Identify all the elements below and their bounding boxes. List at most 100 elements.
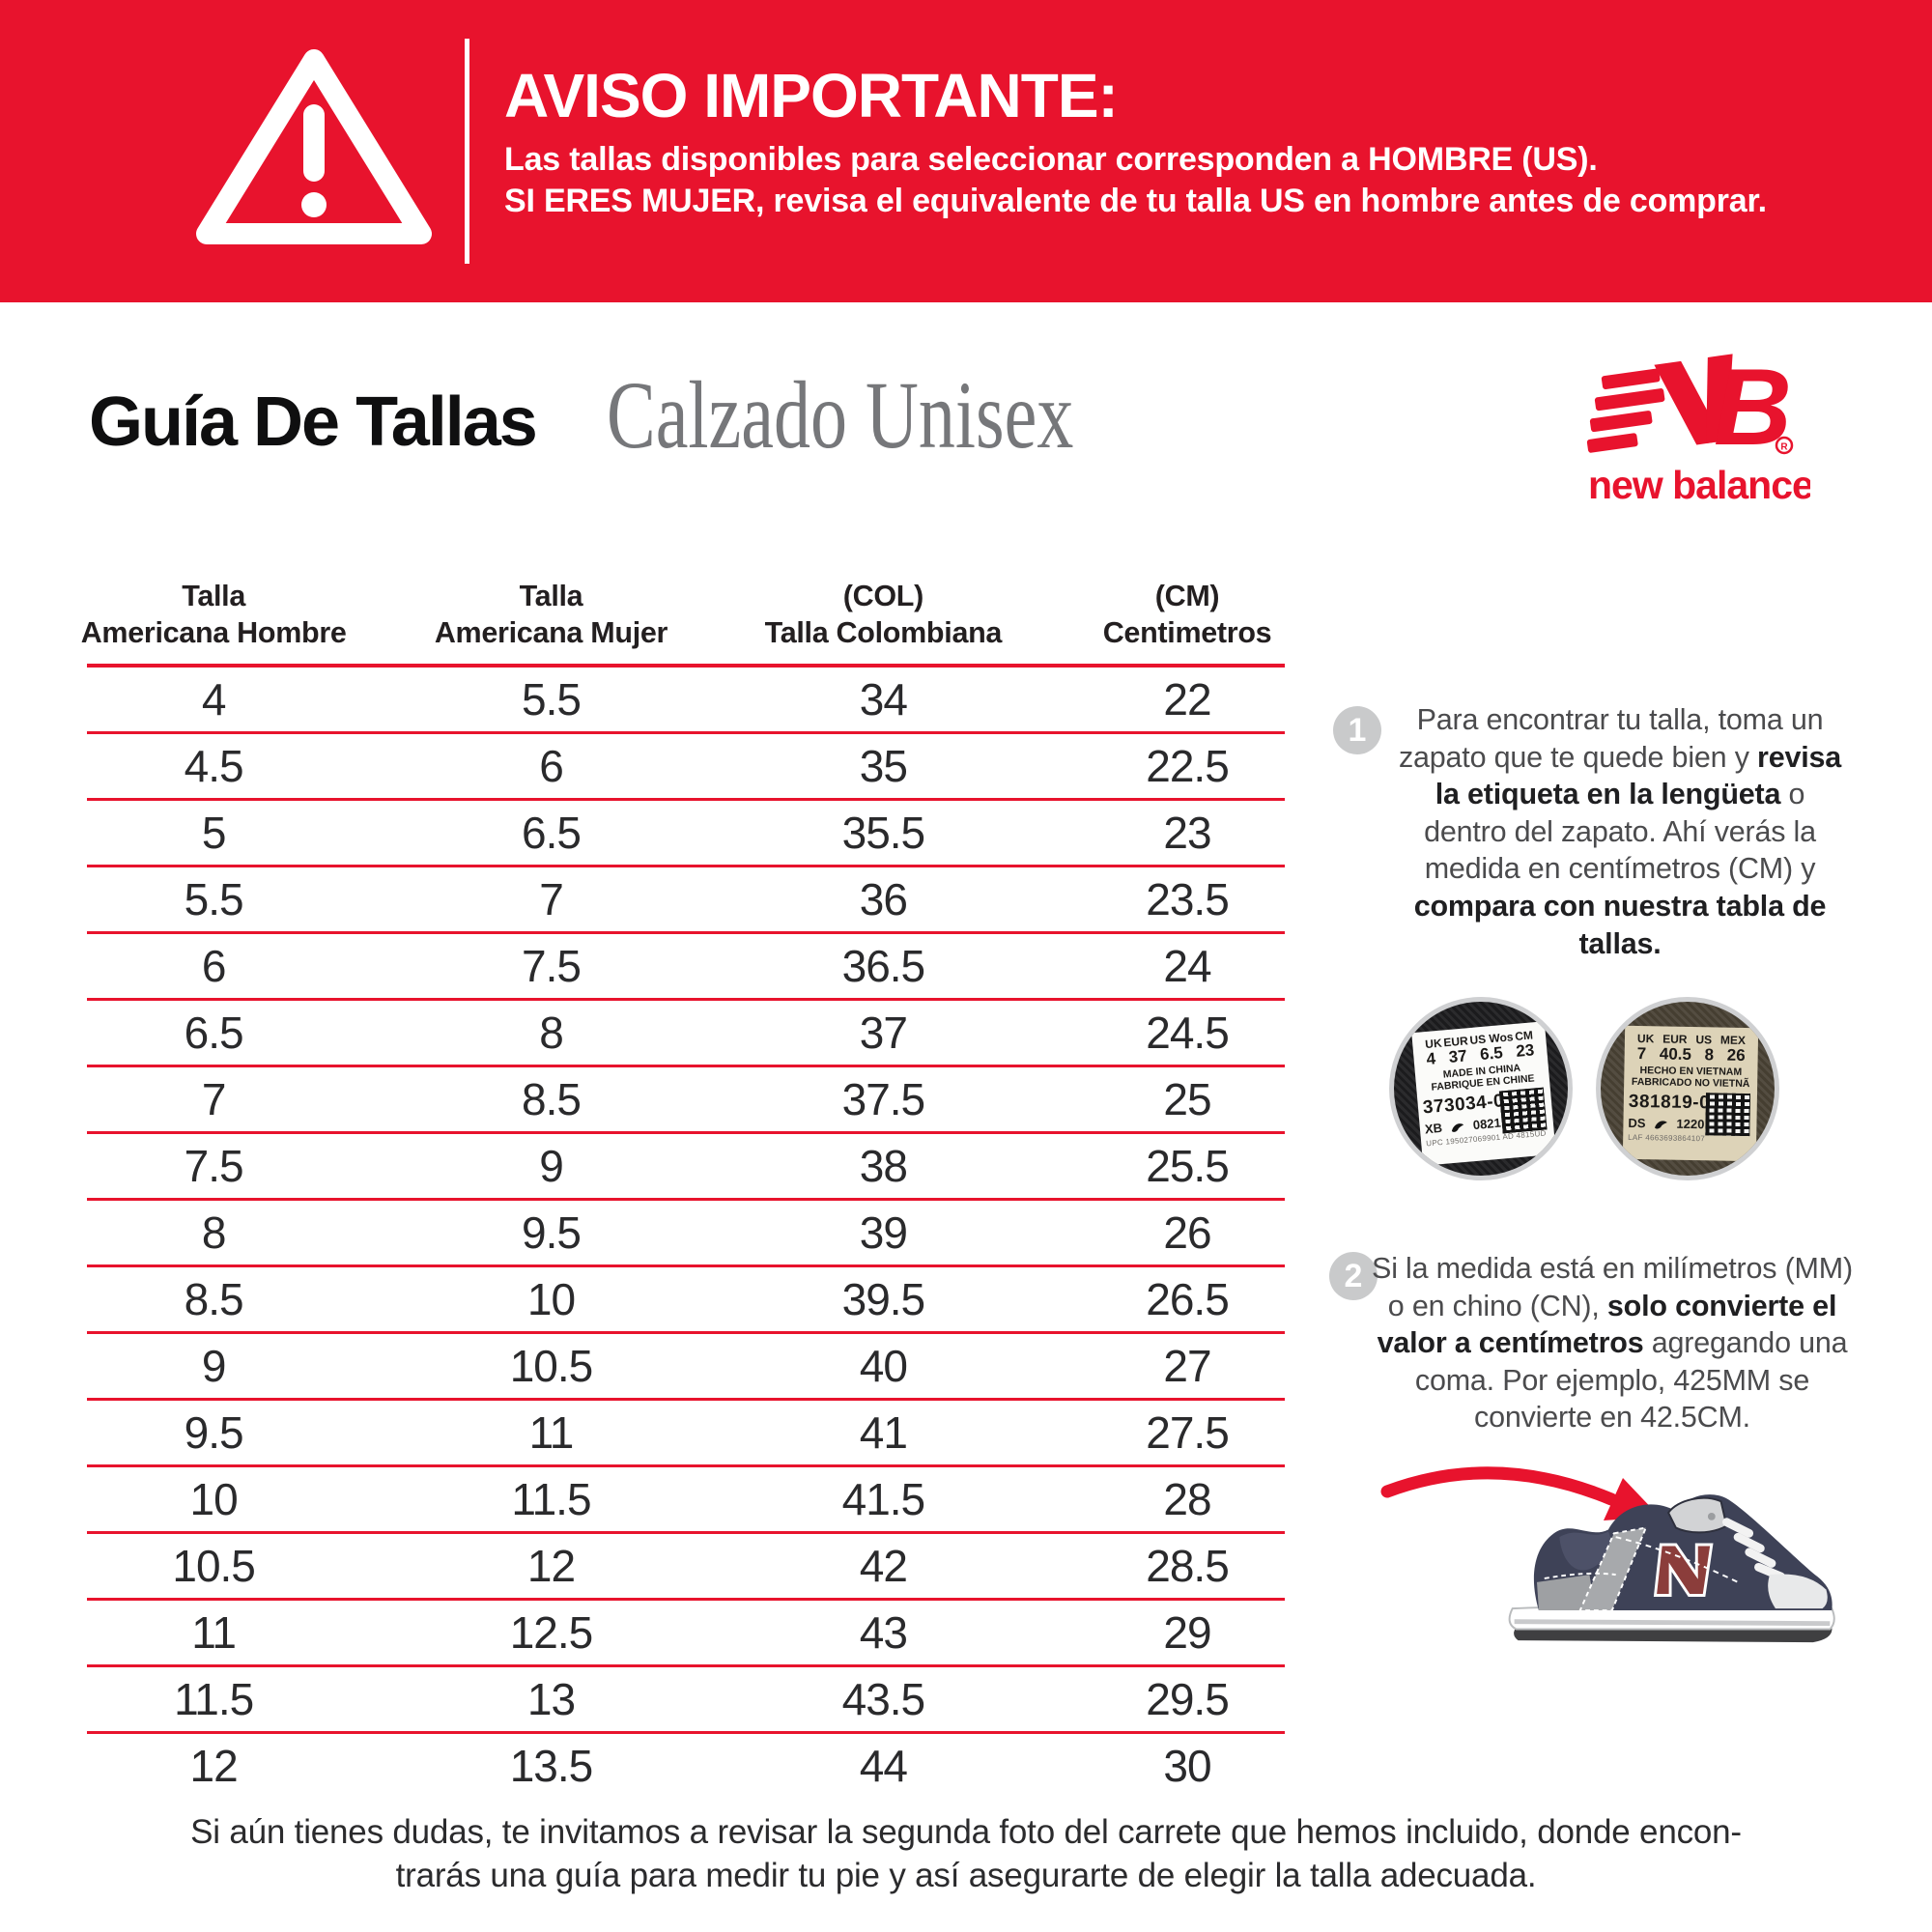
shoe-label-photo-vietnam: UK EUR US MEX 7 40.5 8 26 HECHO EN VIETNAM FAB… (1596, 997, 1779, 1180)
size-cell: 6.5 (184, 1008, 244, 1058)
size-cell: 5.5 (522, 674, 582, 724)
size-cell: 36.5 (841, 941, 926, 991)
size-cell: 43.5 (841, 1674, 926, 1724)
size-cell: 4.5 (184, 741, 244, 791)
size-cell: 5 (201, 808, 227, 858)
step-1-text: Para encontrar tu talla, toma un zapato … (1398, 703, 1842, 960)
warning-banner: AVISO IMPORTANTE: Las tallas disponibles… (0, 0, 1932, 302)
size-cell: 11 (528, 1407, 575, 1458)
banner-divider (465, 39, 469, 264)
step-2-text: Si la medida está en milímetros (MM) o e… (1372, 1252, 1853, 1435)
banner-title: AVISO IMPORTANTE: (504, 61, 1119, 130)
label-factory-code: DS (1628, 1115, 1646, 1131)
size-cell: 25 (1163, 1074, 1211, 1124)
table-row: 4 5.5 34 22 (87, 668, 1285, 734)
size-cell: 37.5 (841, 1074, 926, 1124)
column-header: Talla Americana Hombre (80, 580, 347, 649)
footer-line-1: Si aún tienes dudas, te invitamos a revi… (190, 1813, 1742, 1851)
size-cell: 24 (1163, 941, 1211, 991)
size-cell: 11.5 (511, 1474, 591, 1524)
size-cell: 43 (859, 1607, 908, 1658)
step-1-badge: 1 (1333, 706, 1381, 754)
table-row: 12 13.5 44 30 (87, 1734, 1285, 1798)
size-cell: 22.5 (1146, 741, 1230, 791)
column-header: Talla Americana Mujer (434, 580, 668, 649)
table-row: 9.5 11 41 27.5 (87, 1401, 1285, 1467)
size-cell: 11 (191, 1607, 237, 1658)
label-date-code: 0821 (1472, 1115, 1502, 1133)
size-cell: 6 (539, 741, 564, 791)
svg-text:B: B (1714, 354, 1792, 468)
size-cell: 6.5 (522, 808, 582, 858)
table-row: 7 8.5 37.5 25 (87, 1067, 1285, 1134)
size-cell: 34 (859, 674, 908, 724)
size-cell: 30 (1163, 1741, 1211, 1791)
step-1-number: 1 (1348, 711, 1367, 749)
size-cell: 22 (1163, 674, 1211, 724)
size-cell: 36 (859, 874, 908, 924)
size-cell: 12.5 (509, 1607, 594, 1658)
footer-note: Si aún tienes dudas, te invitamos a revi… (0, 1810, 1932, 1897)
label-date-code: 1220 (1676, 1116, 1705, 1132)
size-cell: 26 (1163, 1208, 1211, 1258)
sneaker-illustration (1508, 1494, 1835, 1643)
size-cell: 40 (859, 1341, 908, 1391)
table-row: 5.5 7 36 23.5 (87, 867, 1285, 934)
size-cell: 23.5 (1146, 874, 1230, 924)
size-cell: 28 (1163, 1474, 1211, 1524)
column-header: (CM) Centimetros (1102, 580, 1272, 649)
size-cell: 5.5 (184, 874, 244, 924)
size-cell: 42 (859, 1541, 908, 1591)
size-table: Talla Americana Hombre Talla Americana Muje… (81, 578, 1285, 1798)
size-cell: 8.5 (184, 1274, 244, 1324)
new-balance-logo: B R new balance (1586, 354, 1810, 507)
table-row: 9 10.5 40 27 (87, 1334, 1285, 1401)
size-cell: 44 (859, 1741, 908, 1791)
table-row: 5 6.5 35.5 23 (87, 801, 1285, 867)
label-origin-line: FABRICADO NO VIETNÃ (1631, 1075, 1750, 1090)
size-cell: 13 (526, 1674, 576, 1724)
table-header-rule (87, 664, 1285, 668)
banner-line-1: Las tallas disponibles para seleccionar … (504, 141, 1598, 178)
shoe-label-card: UK EUR US Wos CM 4 37 6.5 23 MADE IN CHINA FAB… (1411, 1021, 1556, 1166)
table-row: 6.5 8 37 24.5 (87, 1001, 1285, 1067)
size-cell: 10 (526, 1274, 576, 1324)
size-cell: 9 (201, 1341, 227, 1391)
step-2-number: 2 (1344, 1257, 1363, 1294)
size-cell: 39 (859, 1208, 908, 1258)
size-cell: 9.5 (184, 1407, 244, 1458)
size-cell: 11.5 (174, 1674, 254, 1724)
puma-logo-icon (1451, 1122, 1464, 1132)
size-cell: 7.5 (522, 941, 582, 991)
column-header: (COL) Talla Colombiana (764, 580, 1003, 649)
size-cell: 12 (526, 1541, 576, 1591)
size-cell: 8 (539, 1008, 564, 1058)
label-values: 7 40.5 8 26 (1636, 1044, 1746, 1065)
table-row: 11.5 13 43.5 29.5 (87, 1667, 1285, 1734)
size-cell: 23 (1163, 808, 1211, 858)
size-cell: 8 (201, 1208, 227, 1258)
size-table-rows: 4 5.5 34 22 4.5 6 35 22.5 5 6.5 35.5 23 5.5 7 36 23.5 6 7… (87, 668, 1285, 1798)
size-cell: 9 (539, 1141, 564, 1191)
table-row: 7.5 9 38 25.5 (87, 1134, 1285, 1201)
table-row: 10 11.5 41.5 28 (87, 1467, 1285, 1534)
size-cell: 9.5 (522, 1208, 582, 1258)
size-cell: 28.5 (1146, 1541, 1230, 1591)
step-2-badge: 2 (1329, 1252, 1378, 1300)
size-cell: 13.5 (509, 1741, 594, 1791)
size-cell: 10.5 (509, 1341, 594, 1391)
size-cell: 41 (859, 1407, 908, 1458)
table-row: 10.5 12 42 28.5 (87, 1534, 1285, 1601)
size-cell: 27.5 (1146, 1407, 1230, 1458)
size-cell: 35 (859, 741, 908, 791)
shoe-label-photo-china: UK EUR US Wos CM 4 37 6.5 23 MADE IN CHINA FAB… (1389, 997, 1573, 1180)
size-table-head: Talla Americana Hombre Talla Americana Muje… (81, 578, 1285, 651)
size-cell: 10 (189, 1474, 239, 1524)
size-cell: 26.5 (1146, 1274, 1230, 1324)
size-cell: 37 (859, 1008, 908, 1058)
shoe-label-card: UK EUR US MEX 7 40.5 8 26 HECHO EN VIETNAM FAB… (1622, 1025, 1759, 1162)
size-cell: 29 (1163, 1607, 1211, 1658)
table-row: 8 9.5 39 26 (87, 1201, 1285, 1267)
size-cell: 35.5 (841, 808, 926, 858)
